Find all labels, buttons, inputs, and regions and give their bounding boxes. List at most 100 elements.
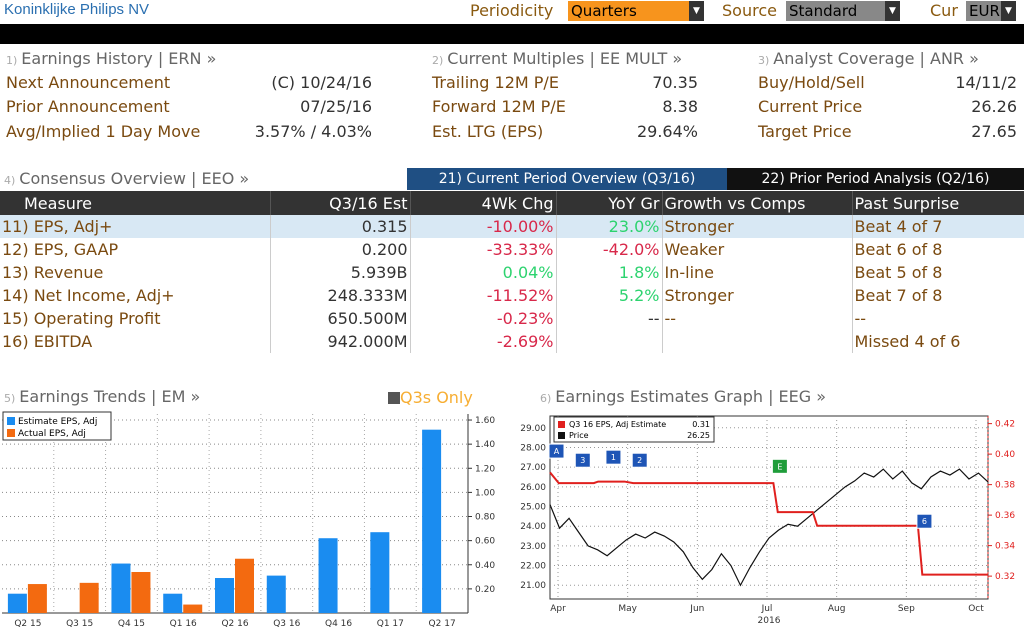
col-est[interactable]: Q3/16 Est — [270, 191, 411, 215]
x-tick-label: Q3 15 — [66, 619, 93, 629]
bar-estimate — [111, 563, 131, 613]
legend-value: 0.31 — [692, 420, 710, 429]
cell-est: 650.500M — [270, 307, 411, 330]
cell-growth: Weaker — [662, 238, 853, 261]
cell-yoy: -- — [556, 307, 663, 330]
y-tick-label: 1.40 — [475, 440, 495, 450]
legend-label: Estimate EPS, Adj — [18, 417, 97, 427]
chart-legend: Q3 16 EPS, Adj Estimate 0.31 Price 26.25 — [553, 416, 715, 443]
cell-measure: 12) EPS, GAAP — [0, 238, 271, 261]
bar-actual — [235, 558, 254, 613]
cell-yoy: 1.8% — [556, 261, 663, 284]
next-announcement-label: Next Announcement — [6, 73, 171, 92]
periodicity-value: Quarters — [571, 2, 637, 20]
analyst-coverage-link[interactable]: 3) Analyst Coverage | ANR » — [758, 49, 979, 68]
event-marker-box — [916, 513, 933, 529]
cell-growth: In-line — [662, 261, 853, 284]
right-tick-label: 0.38 — [995, 481, 1015, 491]
x-tick-label: Apr — [550, 604, 566, 614]
legend-value: 26.25 — [687, 431, 710, 440]
source-select[interactable]: Standard ▼ — [786, 1, 900, 21]
currency-select[interactable]: EUR ▼ — [966, 1, 1016, 21]
q3s-only-toggle[interactable]: Q3s Only — [388, 388, 473, 407]
cell-chg: -11.52% — [410, 284, 557, 307]
current-price-label: Current Price — [758, 97, 863, 116]
x-tick-label: Jul — [761, 604, 773, 614]
cell-surprise: Missed 4 of 6 — [852, 330, 1024, 353]
earnings-graph-panel: 6) Earnings Estimates Graph | EEG » 21.00… — [510, 384, 1024, 631]
cell-yoy — [556, 330, 663, 353]
est-ltg-label: Est. LTG (EPS) — [432, 122, 544, 141]
buy-hold-sell-label: Buy/Hold/Sell — [758, 73, 865, 92]
cell-est: 0.200 — [270, 238, 411, 261]
next-announcement-value: (C) 10/24/16 — [271, 73, 372, 92]
bar-estimate — [7, 593, 27, 613]
current-multiples-link[interactable]: 2) Current Multiples | EE MULT » — [432, 49, 683, 68]
table-row[interactable]: 11) EPS, Adj+ 0.315 -10.00% 23.0% Stronger Be… — [0, 215, 1024, 238]
left-tick-label: 27.00 — [520, 463, 546, 473]
table-row[interactable]: 16) EBITDA 942.000M -2.69% Missed 4 of 6 — [0, 330, 1024, 353]
source-label: Source — [722, 1, 777, 20]
avg-move-label: Avg/Implied 1 Day Move — [6, 122, 201, 141]
col-past-surprise[interactable]: Past Surprise — [852, 191, 1024, 215]
cell-measure: 15) Operating Profit — [0, 307, 271, 330]
current-price-value: 26.26 — [971, 97, 1017, 116]
x-year-label: 2016 — [758, 616, 781, 626]
periodicity-select[interactable]: Quarters ▼ — [568, 1, 704, 21]
bar-estimate — [370, 532, 390, 613]
cell-chg: -0.23% — [410, 307, 557, 330]
y-tick-label: 0.80 — [475, 513, 495, 523]
y-tick-label: 0.60 — [475, 537, 495, 547]
col-yoy-gr[interactable]: YoY Gr — [556, 191, 663, 215]
bar-estimate — [163, 593, 183, 613]
col-measure[interactable]: Measure — [0, 191, 271, 215]
event-marker-label: 6 — [922, 517, 927, 526]
col-4wk-chg[interactable]: 4Wk Chg — [410, 191, 557, 215]
bar-estimate — [318, 538, 338, 613]
earnings-trends-panel: 5) Earnings Trends | EM » Q3s Only 0.20 0.… — [0, 384, 510, 631]
consensus-overview-link[interactable]: 4) Consensus Overview | EEO » — [4, 169, 250, 188]
checkbox-icon — [388, 392, 400, 404]
right-tick-label: 0.42 — [995, 420, 1015, 430]
tab-current-period[interactable]: 21) Current Period Overview (Q3/16) — [407, 168, 727, 190]
event-marker-box — [548, 443, 565, 459]
prior-announcement-value: 07/25/16 — [300, 97, 372, 116]
cell-surprise: -- — [852, 307, 1024, 330]
earnings-history-link[interactable]: 1) Earnings History | ERN » — [6, 49, 217, 68]
cell-est: 942.000M — [270, 330, 411, 353]
bar-actual — [183, 604, 203, 613]
currency-label: Cur — [930, 1, 958, 20]
price-line — [549, 468, 989, 587]
event-marker: 1 — [605, 449, 622, 465]
table-row[interactable]: 14) Net Income, Adj+ 248.333M -11.52% 5.2% S… — [0, 284, 1024, 307]
x-tick-label: Q4 16 — [325, 619, 352, 629]
earnings-trends-link[interactable]: 5) Earnings Trends | EM » — [4, 387, 201, 406]
table-row[interactable]: 13) Revenue 5.939B 0.04% 1.8% In-line Beat 5 … — [0, 261, 1024, 284]
event-marker-box — [771, 458, 788, 474]
cell-measure: 13) Revenue — [0, 261, 271, 284]
x-tick-label: Q2 15 — [14, 619, 41, 629]
event-marker-label: 3 — [580, 456, 585, 465]
event-marker-label: A — [554, 447, 560, 456]
event-marker-box — [574, 452, 591, 468]
company-name: Koninklijke Philips NV — [4, 1, 150, 18]
chevron-down-icon: ▼ — [1001, 1, 1016, 21]
periodicity-label: Periodicity — [470, 1, 554, 20]
col-growth-vs-comps[interactable]: Growth vs Comps — [662, 191, 853, 215]
cell-growth: Stronger — [662, 215, 853, 238]
forward-pe-value: 8.38 — [662, 97, 698, 116]
table-row[interactable]: 15) Operating Profit 650.500M -0.23% -- -- -- — [0, 307, 1024, 330]
cell-yoy: 23.0% — [556, 215, 663, 238]
legend-box — [553, 416, 715, 443]
bar-estimate — [266, 575, 286, 613]
cell-chg: -10.00% — [410, 215, 557, 238]
table-row[interactable]: 12) EPS, GAAP 0.200 -33.33% -42.0% Weaker Bea… — [0, 238, 1024, 261]
tab-prior-period[interactable]: 22) Prior Period Analysis (Q2/16) — [727, 168, 1024, 190]
earnings-graph-link[interactable]: 6) Earnings Estimates Graph | EEG » — [540, 387, 827, 406]
event-marker: E — [771, 458, 788, 474]
plot-frame — [549, 415, 989, 600]
cell-growth — [662, 330, 853, 353]
cell-est: 5.939B — [270, 261, 411, 284]
x-tick-label: Q1 17 — [377, 619, 404, 629]
consensus-panel: 4) Consensus Overview | EEO » 21) Current… — [0, 154, 1024, 384]
